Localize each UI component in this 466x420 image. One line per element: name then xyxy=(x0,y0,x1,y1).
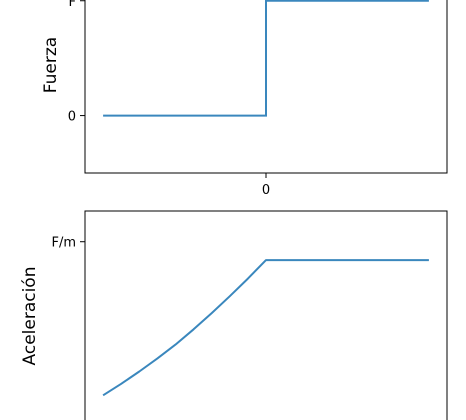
fuerza-y-tick-label: 0 xyxy=(68,110,76,125)
aceleracion-series-line xyxy=(102,259,429,397)
fuerza-series-line xyxy=(103,0,429,117)
fuerza-ticks: 0 F 0 xyxy=(68,0,270,198)
fuerza-y-tick-label: F xyxy=(69,0,76,10)
fuerza-chart: Fuerza 0 F 0 xyxy=(41,0,448,198)
aceleracion-chart: Aceleración F/m xyxy=(20,210,448,420)
aceleracion-y-axis-label: Aceleración xyxy=(20,267,40,366)
fuerza-x-tick-label: 0 xyxy=(262,183,270,198)
fuerza-y-axis-label: Fuerza xyxy=(41,37,61,93)
aceleracion-y-tick-label: F/m xyxy=(51,236,76,251)
aceleracion-ticks: F/m xyxy=(51,236,85,251)
aceleracion-plot-frame xyxy=(84,210,448,420)
